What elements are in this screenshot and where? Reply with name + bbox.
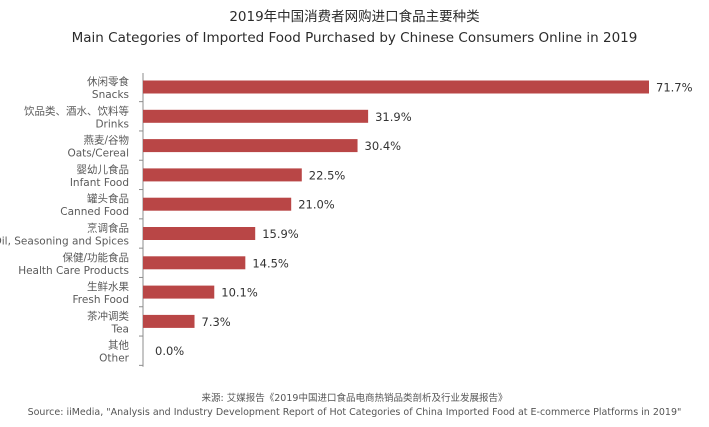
category-label-zh: 生鲜水果 xyxy=(87,280,129,293)
bar xyxy=(143,285,215,299)
value-label: 15.9% xyxy=(262,227,299,241)
category-label-zh: 饮品类、酒水、饮料等 xyxy=(24,104,129,117)
category-label-zh: 烹调食品 xyxy=(87,222,129,235)
category-label-en: Canned Food xyxy=(60,206,129,218)
category-label-en: Snacks xyxy=(92,89,129,101)
category-label-zh: 燕麦/谷物 xyxy=(83,134,129,147)
source-zh: 来源: 艾媒报告《2019中国进口食品电商热销品类剖析及行业发展报告》 xyxy=(201,393,508,404)
category-label-zh: 其他 xyxy=(108,339,129,352)
category-label-en: Other xyxy=(99,353,129,365)
category-label-en: Oil, Seasoning and Spices xyxy=(0,236,129,248)
bar xyxy=(143,314,195,328)
category-label-zh: 茶冲调类 xyxy=(87,309,129,322)
bar xyxy=(143,256,246,270)
category-label-en: Oats/Cereal xyxy=(67,148,129,160)
bar xyxy=(143,80,649,94)
chart-title: 2019年中国消费者网购进口食品主要种类 xyxy=(229,9,480,25)
category-label-en: Drinks xyxy=(95,118,129,130)
value-label: 0.0% xyxy=(155,344,184,358)
value-label: 22.5% xyxy=(309,168,346,182)
category-label-en: Infant Food xyxy=(70,177,129,189)
value-label: 71.7% xyxy=(656,81,693,95)
value-label: 30.4% xyxy=(365,139,402,153)
bar xyxy=(143,168,302,182)
chart-subtitle: Main Categories of Imported Food Purchas… xyxy=(71,30,638,46)
category-label-en: Health Care Products xyxy=(18,265,129,277)
value-label: 7.3% xyxy=(202,315,231,329)
source-note: 来源: 艾媒报告《2019中国进口食品电商热销品类剖析及行业发展报告》 Sour… xyxy=(0,392,709,420)
source-en: Source: iiMedia, "Analysis and Industry … xyxy=(27,407,682,418)
value-label: 14.5% xyxy=(252,256,289,270)
bar xyxy=(143,227,256,240)
chart-title-block: 2019年中国消费者网购进口食品主要种类 Main Categories of … xyxy=(0,8,709,48)
bar xyxy=(143,109,369,123)
value-label: 21.0% xyxy=(298,198,335,212)
category-label-en: Fresh Food xyxy=(73,294,129,306)
category-label-zh: 罐头食品 xyxy=(87,192,129,205)
bar xyxy=(143,197,292,211)
category-label-zh: 婴幼儿食品 xyxy=(77,163,130,176)
category-label-zh: 休闲零食 xyxy=(87,75,129,88)
value-label: 31.9% xyxy=(375,110,412,124)
category-label-zh: 保健/功能食品 xyxy=(62,251,129,264)
value-label: 10.1% xyxy=(221,286,258,300)
category-label-en: Tea xyxy=(110,323,129,335)
bar xyxy=(143,139,358,153)
